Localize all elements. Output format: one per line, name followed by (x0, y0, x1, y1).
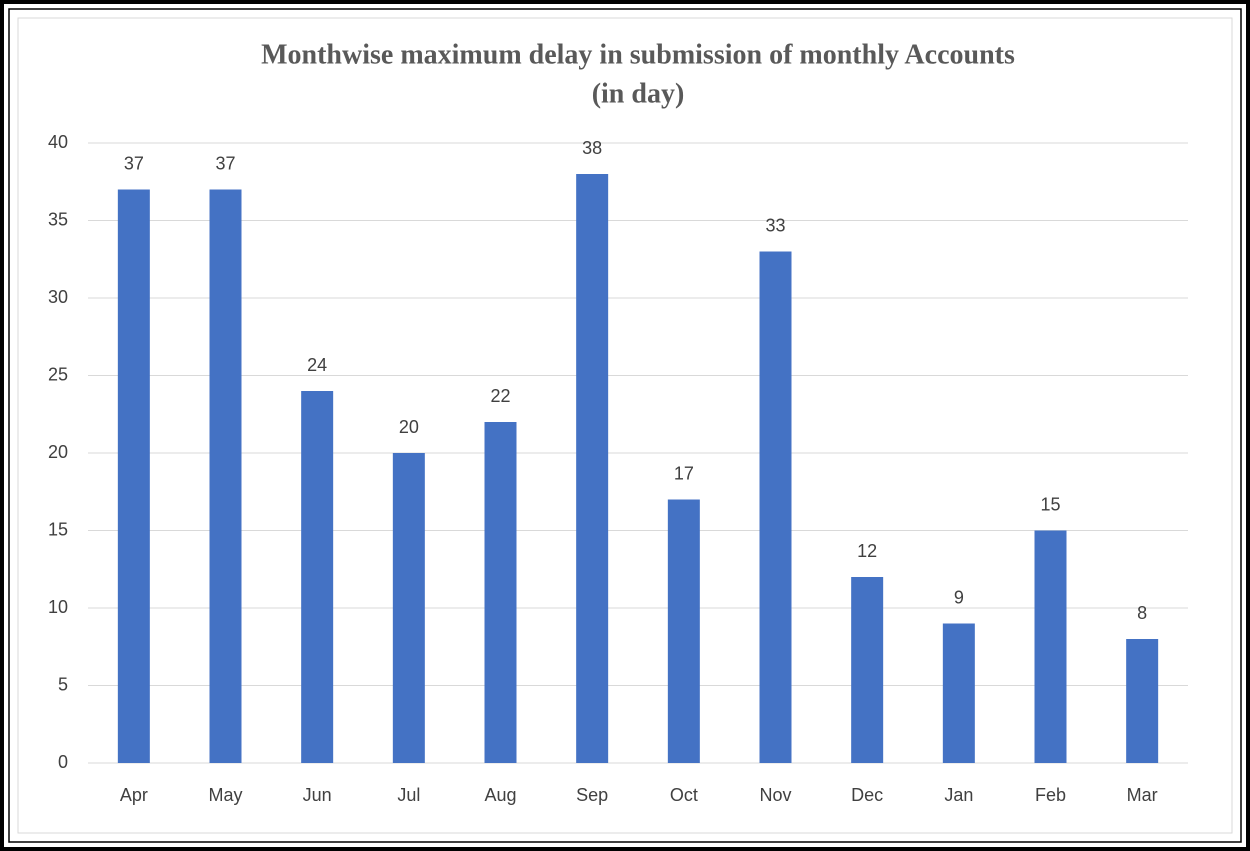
data-label: 37 (124, 153, 144, 173)
bar (117, 189, 150, 763)
y-tick-label: 25 (48, 364, 68, 384)
x-tick-label: Nov (759, 785, 791, 805)
data-label: 37 (215, 153, 235, 173)
data-label: 15 (1040, 494, 1060, 514)
x-tick-label: Feb (1035, 785, 1066, 805)
x-tick-label: Mar (1127, 785, 1158, 805)
inner-frame (8, 8, 1242, 843)
data-label: 20 (399, 417, 419, 437)
data-label: 24 (307, 355, 327, 375)
y-tick-label: 30 (48, 287, 68, 307)
y-tick-label: 20 (48, 442, 68, 462)
bar (484, 422, 517, 763)
x-tick-label: Jun (303, 785, 332, 805)
bar (301, 391, 334, 763)
data-label: 8 (1137, 603, 1147, 623)
y-tick-label: 40 (48, 132, 68, 152)
bar (759, 251, 792, 763)
chart-border (17, 17, 1233, 834)
data-label: 38 (582, 138, 602, 158)
x-tick-label: Jan (944, 785, 973, 805)
y-tick-label: 5 (58, 674, 68, 694)
x-tick-label: Dec (851, 785, 883, 805)
bar (667, 499, 700, 763)
data-label: 17 (674, 463, 694, 483)
bar (576, 174, 609, 763)
data-label: 12 (857, 541, 877, 561)
bar (942, 623, 975, 763)
x-tick-label: Oct (670, 785, 698, 805)
x-tick-label: Jul (397, 785, 420, 805)
y-tick-label: 15 (48, 519, 68, 539)
y-tick-label: 10 (48, 597, 68, 617)
data-label: 33 (765, 215, 785, 235)
data-label: 22 (490, 386, 510, 406)
y-tick-label: 0 (58, 752, 68, 772)
x-tick-label: Apr (120, 785, 148, 805)
bar (1126, 639, 1159, 763)
x-tick-label: May (208, 785, 242, 805)
bar (209, 189, 242, 763)
bar (392, 453, 425, 763)
bar (851, 577, 884, 763)
chart-title: (in day) (592, 78, 685, 109)
x-tick-label: Aug (484, 785, 516, 805)
x-tick-label: Sep (576, 785, 608, 805)
data-label: 9 (954, 587, 964, 607)
y-tick-label: 35 (48, 209, 68, 229)
chart-title: Monthwise maximum delay in submission of… (261, 39, 1015, 70)
bar (1034, 530, 1067, 763)
